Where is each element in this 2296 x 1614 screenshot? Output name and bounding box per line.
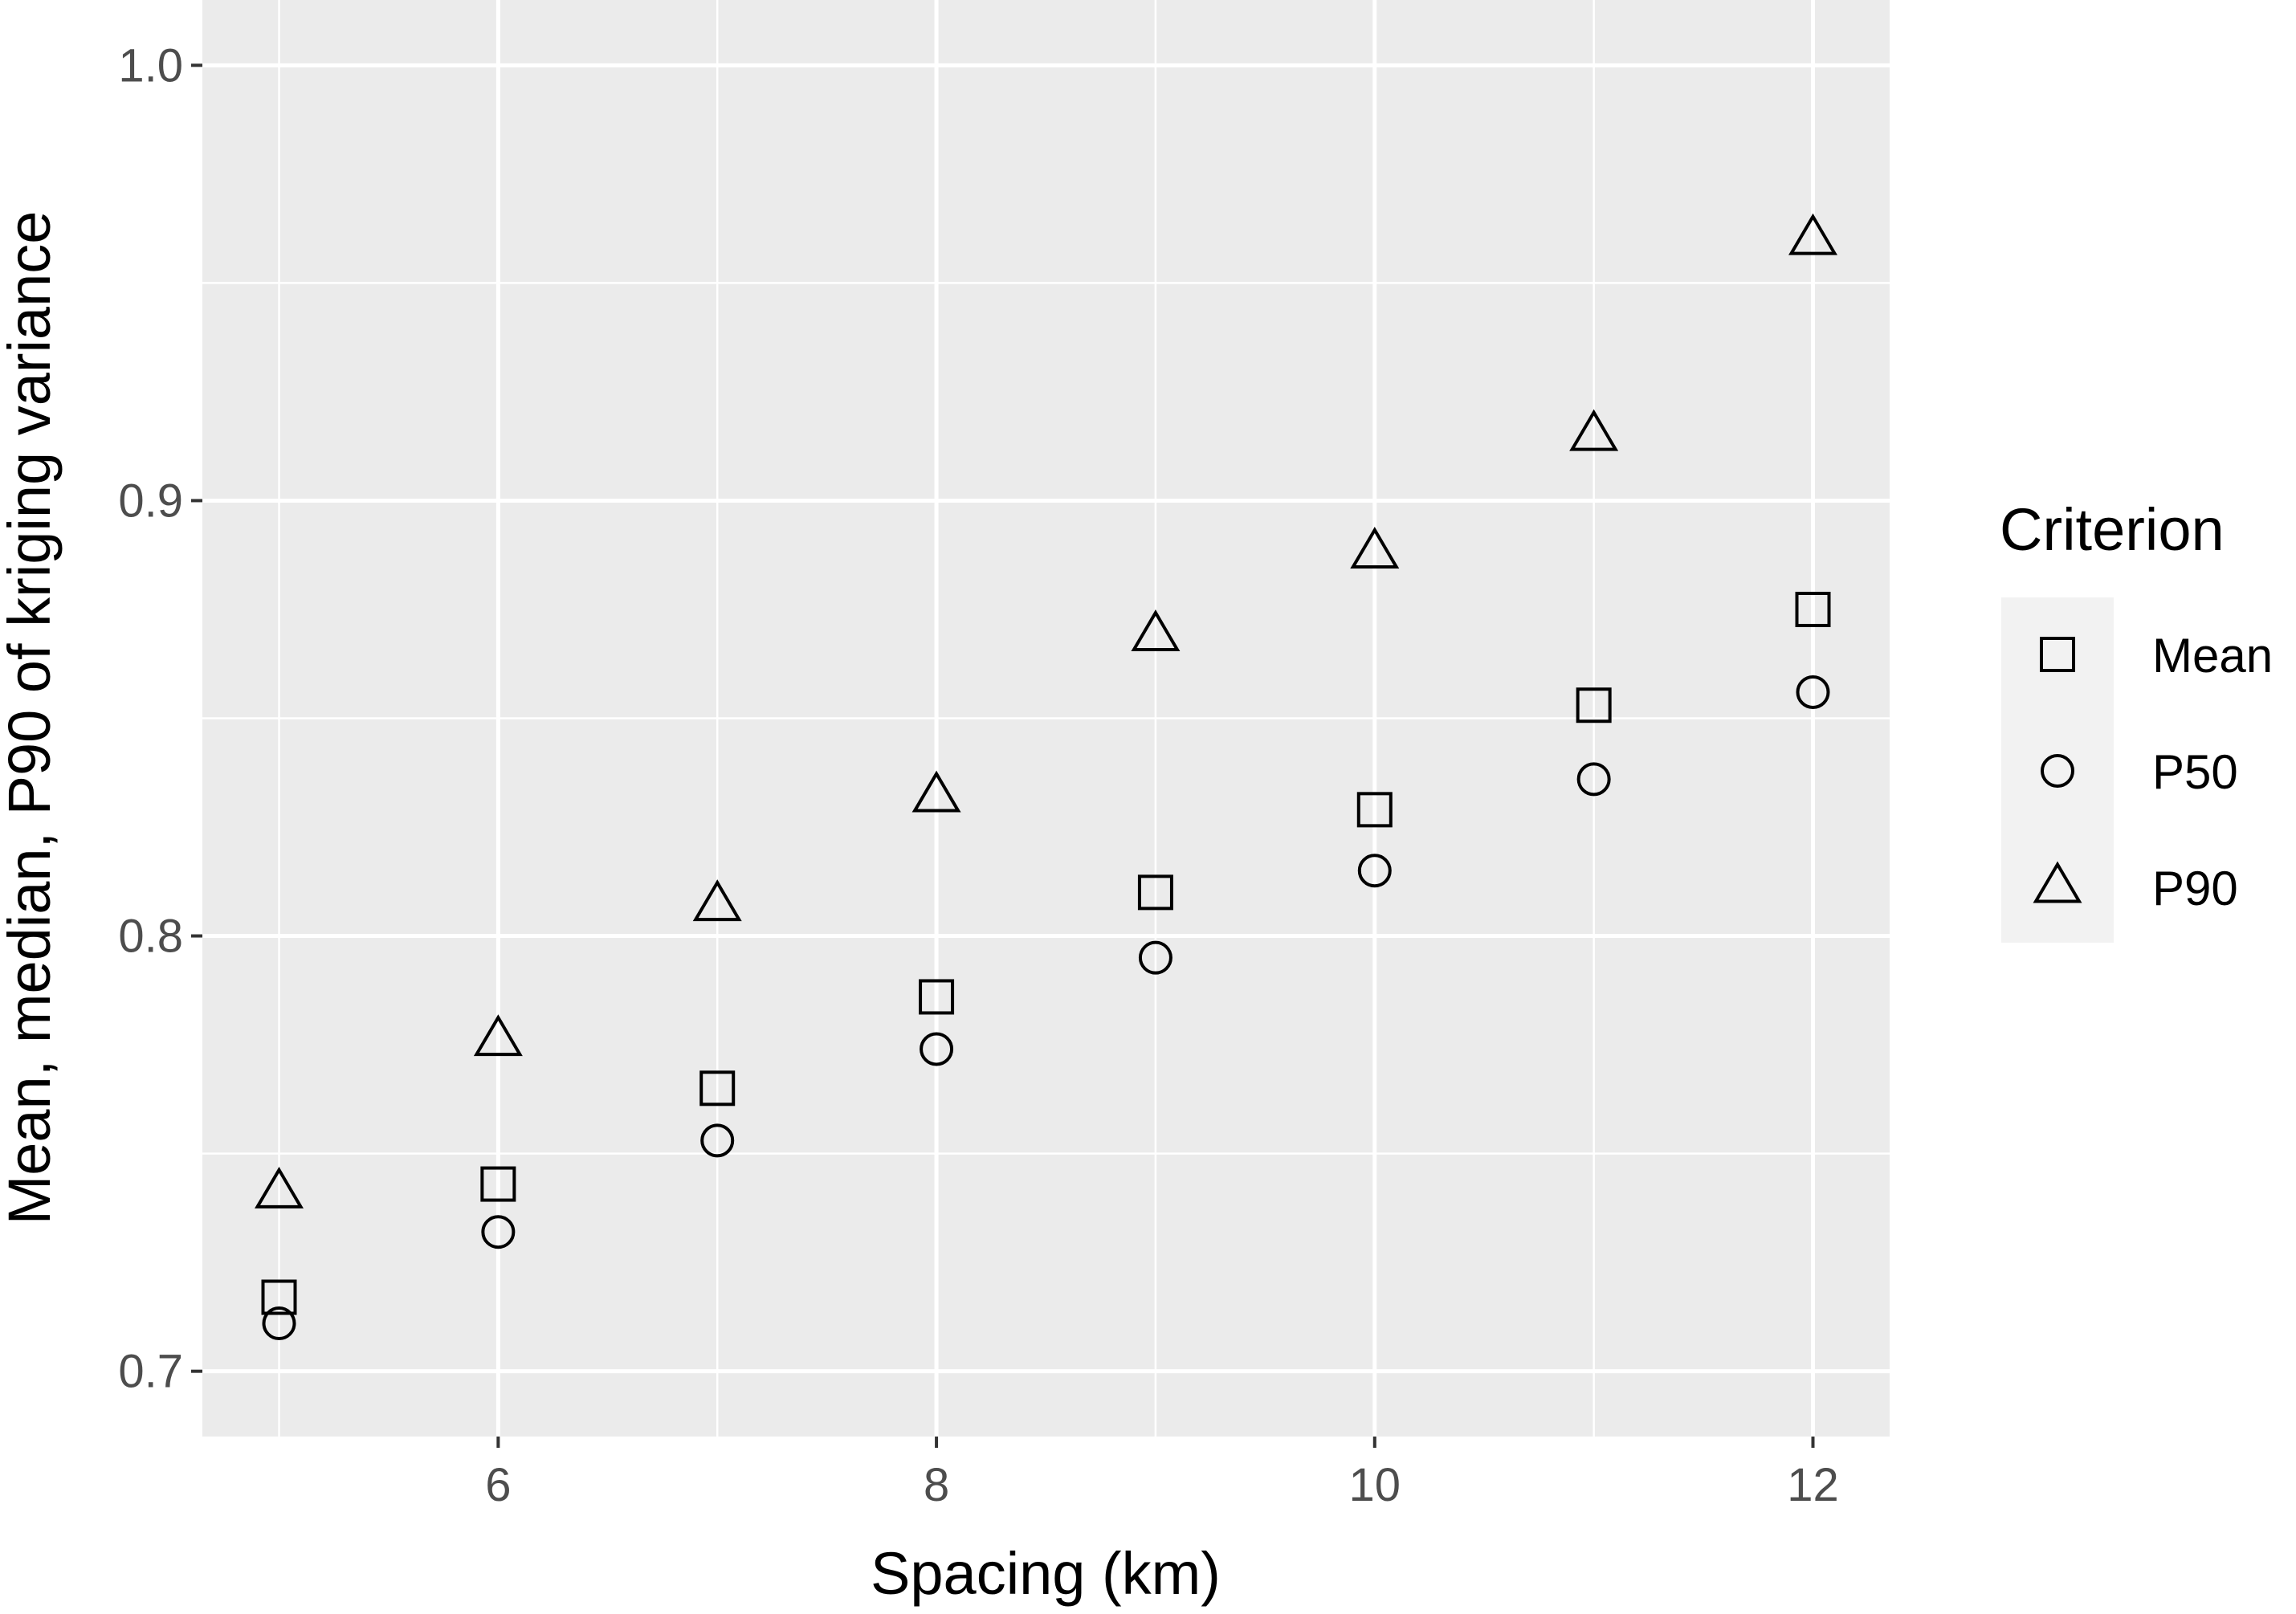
square-point-mean xyxy=(1356,792,1393,828)
minor-gridlines xyxy=(202,0,1890,1437)
y-tick-label: 0.9 xyxy=(118,475,183,527)
legend-key-circle xyxy=(2041,754,2074,788)
triangle-point-p90 xyxy=(1569,409,1619,451)
legend-key-triangle xyxy=(2033,861,2082,903)
circle-point-p50 xyxy=(1796,675,1830,709)
triangle-point-p90 xyxy=(473,1014,523,1057)
circle-point-p50 xyxy=(920,1032,954,1066)
triangle-point-p90 xyxy=(911,770,961,813)
triangle-point-p90 xyxy=(1788,213,1837,255)
x-tick-label: 10 xyxy=(1349,1459,1401,1511)
y-tick-label: 0.7 xyxy=(118,1346,183,1398)
triangle-point-p90 xyxy=(255,1166,304,1208)
y-tick-label: 1.0 xyxy=(118,39,183,92)
legend-key-background xyxy=(2001,597,2114,943)
square-point-mean xyxy=(261,1279,297,1315)
y-axis: 0.7 0.8 0.9 1.0 xyxy=(118,39,202,1398)
square-point-mean xyxy=(1576,687,1612,723)
legend-label-p90: P90 xyxy=(2152,862,2238,915)
circle-point-p50 xyxy=(1138,940,1172,975)
triangle-point-p90 xyxy=(1131,609,1181,651)
data-points xyxy=(255,213,1837,1341)
major-gridlines xyxy=(202,0,1890,1437)
square-point-mean xyxy=(1137,874,1173,911)
x-tick-label: 6 xyxy=(485,1459,511,1511)
legend-key-square xyxy=(2040,637,2075,672)
y-axis-title: Mean, median, P90 of kriging variance xyxy=(0,211,63,1225)
legend-label-p50: P50 xyxy=(2152,745,2238,799)
legend-title: Criterion xyxy=(2000,496,2225,563)
square-point-mean xyxy=(919,979,955,1015)
y-tick-label: 0.8 xyxy=(118,911,183,963)
square-point-mean xyxy=(699,1070,736,1107)
circle-point-p50 xyxy=(481,1215,516,1249)
triangle-point-p90 xyxy=(692,879,742,922)
x-tick-label: 8 xyxy=(924,1459,949,1511)
square-point-mean xyxy=(1795,591,1831,627)
x-axis: 6 8 10 12 xyxy=(485,1437,1839,1511)
circle-point-p50 xyxy=(1576,762,1611,797)
x-tick-label: 12 xyxy=(1787,1459,1839,1511)
legend: Criterion Mean P50 P90 xyxy=(2000,496,2273,943)
circle-point-p50 xyxy=(1357,854,1392,888)
circle-point-p50 xyxy=(262,1306,296,1341)
x-axis-title: Spacing (km) xyxy=(871,1540,1221,1607)
square-point-mean xyxy=(480,1166,516,1202)
triangle-point-p90 xyxy=(1350,527,1400,569)
circle-point-p50 xyxy=(700,1123,735,1158)
legend-label-mean: Mean xyxy=(2152,629,2273,683)
